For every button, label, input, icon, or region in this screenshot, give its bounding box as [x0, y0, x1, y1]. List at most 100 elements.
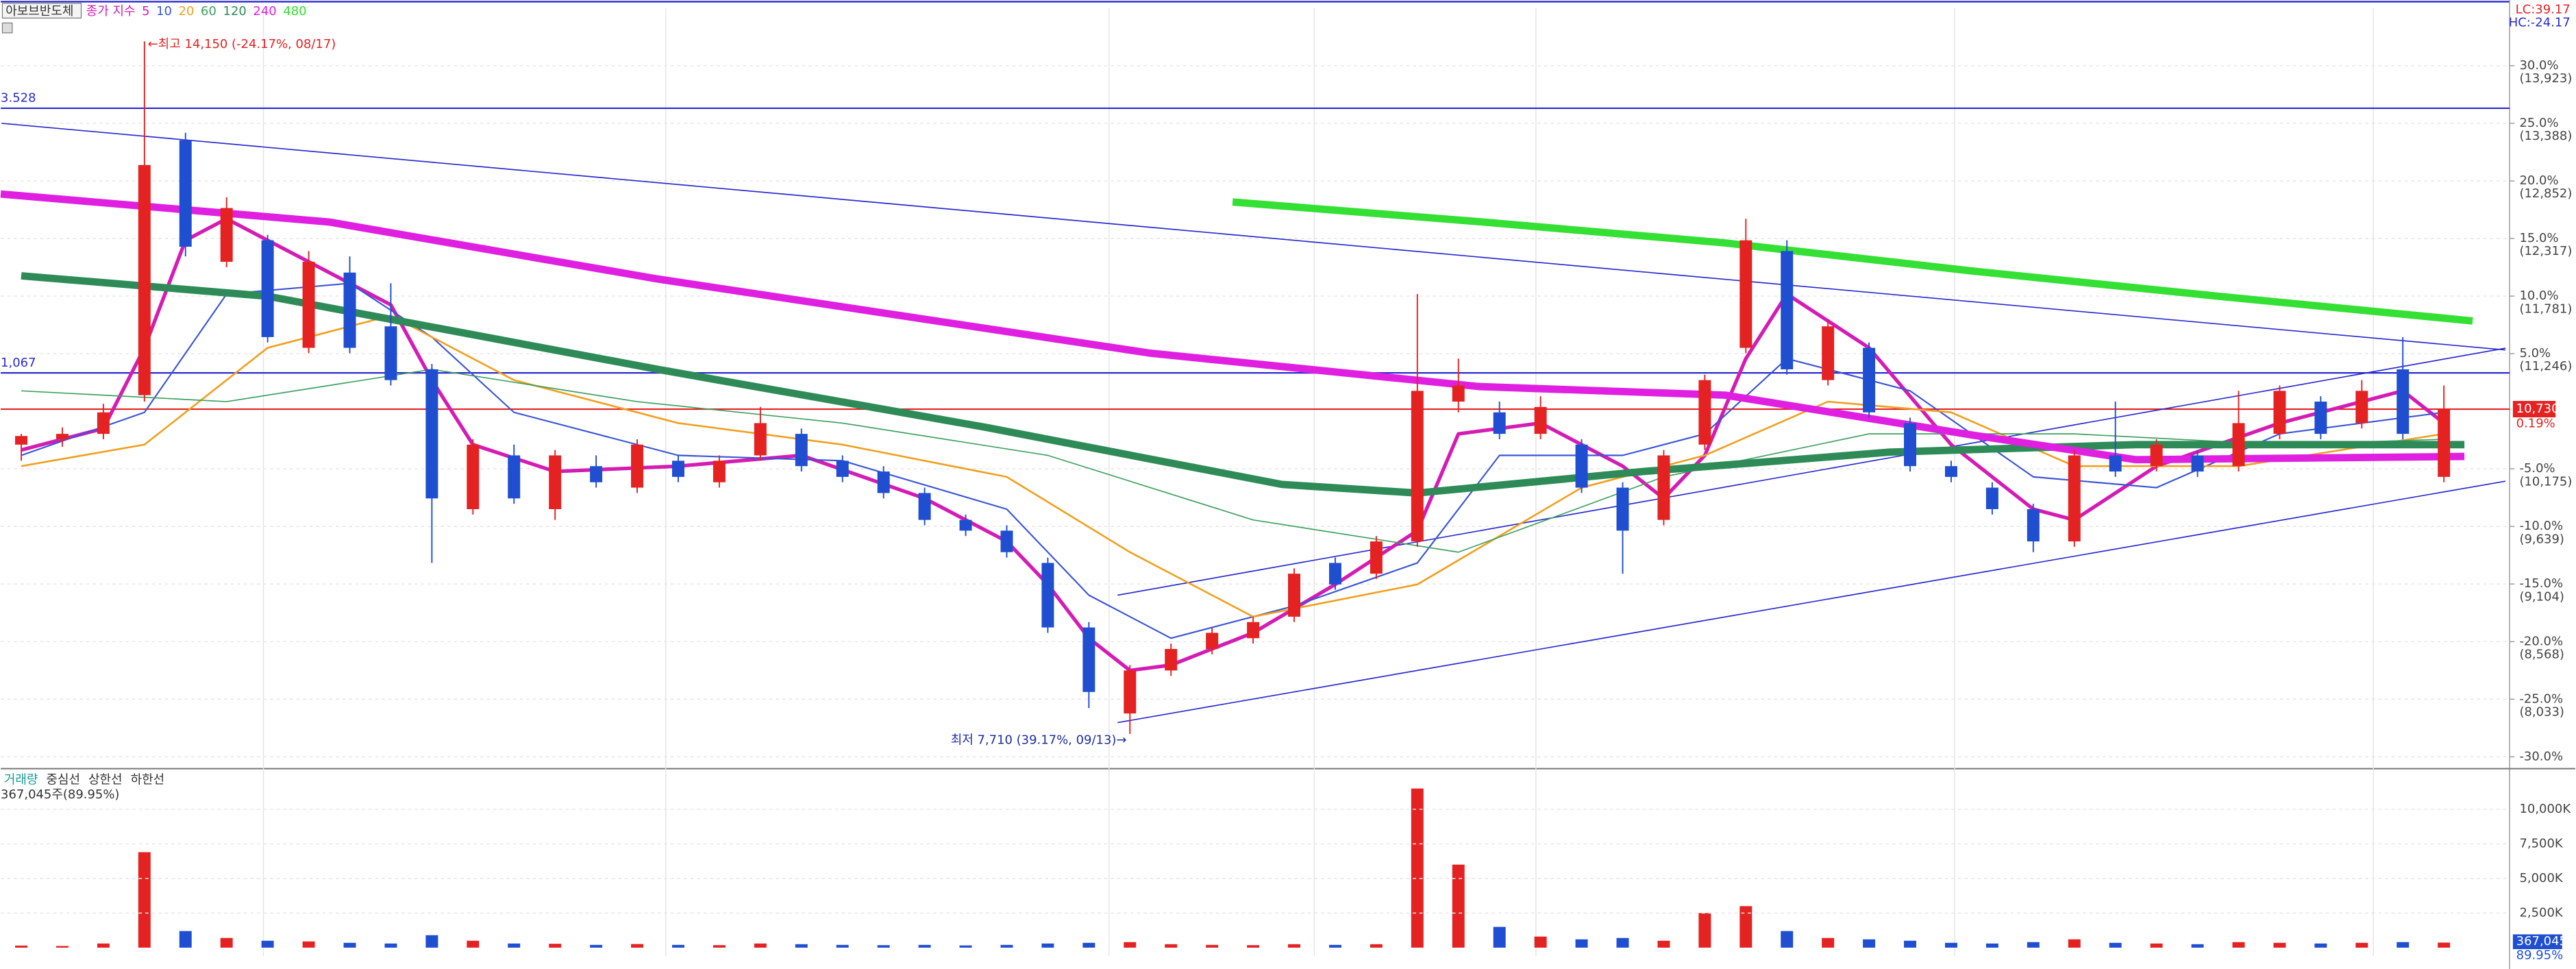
candle-body — [1452, 385, 1465, 402]
volume-last: 367,045 — [2516, 934, 2567, 948]
candle-body — [1370, 541, 1383, 574]
candle-body — [754, 423, 767, 456]
high-annotation: ←최고 14,150 (-24.17%, 08/17) — [148, 37, 336, 51]
volume-bar — [508, 943, 521, 948]
volume-bar — [138, 852, 151, 948]
volume-bar — [179, 931, 192, 948]
candle-body — [631, 444, 644, 488]
candle-body — [877, 471, 890, 493]
legend-entry: 5 — [142, 4, 149, 19]
hc-label: HC:-24.17 — [2509, 16, 2571, 30]
trend-line — [1117, 347, 2506, 596]
volume-bar — [959, 945, 972, 948]
menu-icon[interactable] — [1, 22, 13, 34]
candle-body — [179, 140, 192, 247]
volume-bar — [1328, 944, 1341, 948]
volume-bar — [220, 937, 233, 948]
legend-prefix: 종가 지수 — [86, 4, 136, 19]
low-annotation: 최저 7,710 (39.17%, 09/13)→ — [951, 733, 1127, 748]
volume-bar — [2150, 943, 2163, 948]
candle-body — [671, 461, 684, 477]
volume-bar — [384, 943, 397, 948]
y-tick-price-label: (8,568) — [2519, 647, 2564, 661]
volume-bar — [2355, 942, 2368, 948]
moving-average — [21, 315, 2444, 618]
candle-body — [2397, 369, 2410, 434]
candle-body — [384, 326, 397, 380]
y-tick-label: -20.0% — [2519, 634, 2563, 648]
candle-body — [2191, 455, 2204, 472]
volume-bar — [1985, 943, 1998, 948]
volume-legend-entry: 거래량 — [4, 772, 38, 787]
volume-bar — [302, 941, 315, 948]
volume-bar — [2314, 943, 2327, 948]
candle-body — [1904, 423, 1917, 467]
candle-body — [302, 262, 315, 348]
volume-bar — [1041, 943, 1054, 948]
candle-body — [1822, 326, 1835, 380]
candle-body — [220, 208, 233, 262]
candle-body — [1493, 412, 1506, 434]
volume-bar — [425, 935, 438, 948]
candle-body — [1985, 487, 1998, 509]
volume-bar — [2027, 942, 2040, 948]
candle-body — [1328, 563, 1341, 585]
candle-body — [1863, 347, 1876, 413]
candle-body — [2273, 391, 2286, 434]
y-tick-price-label: (11,781) — [2519, 302, 2572, 316]
volume-bar — [590, 944, 603, 948]
y-tick-label: 10.0% — [2519, 289, 2558, 303]
volume-bar — [1288, 944, 1300, 948]
title-box[interactable] — [1, 3, 82, 19]
y-tick-price-label: (12,852) — [2519, 186, 2572, 201]
volume-bar — [1822, 937, 1835, 948]
candle-body — [1000, 530, 1013, 552]
volume-last-pct: 89.95% — [2516, 948, 2564, 963]
volume-bar — [97, 943, 110, 948]
volume-bar — [15, 945, 28, 948]
candle-body — [1041, 563, 1054, 628]
candle-body — [1616, 487, 1629, 531]
volume-bar — [713, 945, 726, 948]
chart-title: 아보브반도체 — [5, 4, 73, 19]
volume-bar — [2273, 942, 2286, 948]
volume-tick-label: 2,500K — [2519, 905, 2563, 920]
volume-bar — [1082, 942, 1095, 948]
price-box — [2512, 401, 2556, 418]
candle-body — [2068, 455, 2081, 542]
moving-average — [0, 190, 2465, 464]
volume-legend-entry: 하한선 — [131, 772, 165, 787]
price-box-label: 10,730 — [2516, 402, 2560, 416]
candle-body — [55, 434, 69, 439]
volume-info: 367,045주(89.95%) — [1, 787, 119, 802]
candle-body — [2109, 455, 2122, 472]
y-tick-price-label: (13,388) — [2519, 129, 2572, 143]
y-tick-price-label: (10,175) — [2519, 474, 2572, 489]
candle-body — [795, 434, 808, 467]
trend-line — [1, 123, 2506, 351]
y-tick-label: -25.0% — [2519, 691, 2563, 706]
candle-body — [97, 412, 110, 434]
reference-label: 3.528 — [1, 91, 36, 106]
lc-label: LC:39.17 — [2516, 2, 2571, 16]
candle-body — [1247, 622, 1260, 639]
volume-bar — [1616, 937, 1629, 948]
candle-body — [1781, 251, 1794, 369]
volume-box — [2512, 934, 2562, 950]
volume-tick-label: 7,500K — [2519, 836, 2563, 850]
candle-body — [1165, 648, 1178, 671]
candle-body — [1534, 406, 1547, 434]
y-tick-label: 20.0% — [2519, 173, 2558, 188]
volume-bar — [261, 940, 274, 948]
volume-bar — [1124, 942, 1137, 948]
candle-body — [425, 369, 438, 499]
volume-bar — [1452, 864, 1465, 948]
volume-bar — [1944, 942, 1957, 948]
volume-bar — [754, 943, 767, 948]
date-grid — [262, 8, 2374, 956]
volume-bar — [1698, 913, 1711, 948]
moving-average — [21, 272, 2465, 497]
candle-body — [2150, 444, 2163, 467]
candle-body — [2355, 391, 2368, 424]
